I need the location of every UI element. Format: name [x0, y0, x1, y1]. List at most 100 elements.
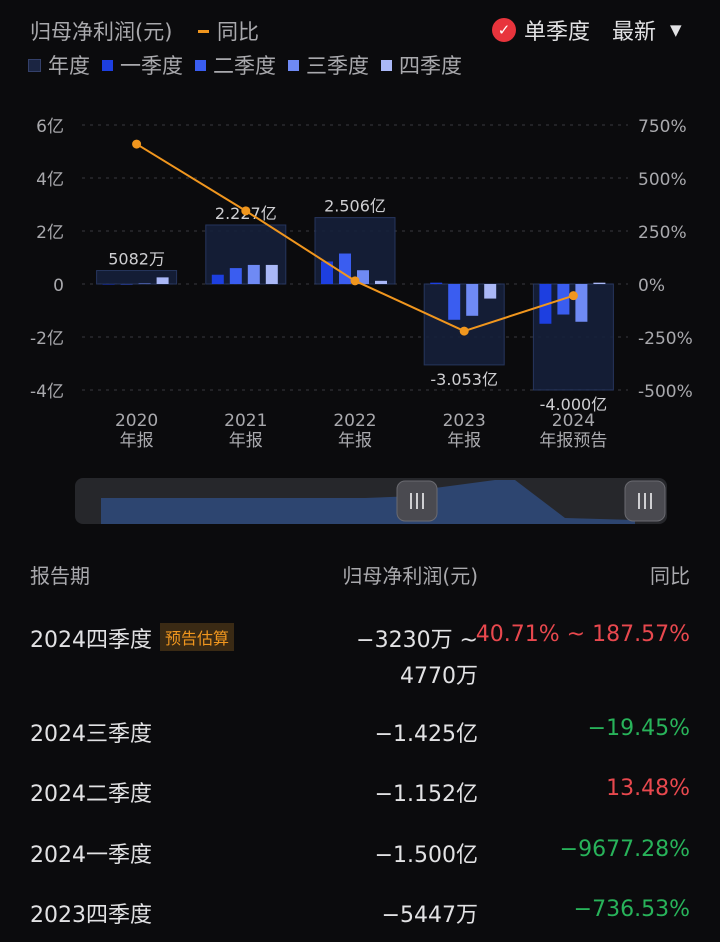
- quarter-bar: [229, 268, 242, 284]
- y-tick-label: -4亿: [30, 382, 64, 402]
- y-tick-label: 6亿: [36, 117, 64, 137]
- value-cell: −3230万 ~: [356, 628, 478, 653]
- latest-dropdown[interactable]: 最新 ▼: [612, 14, 682, 46]
- caret-down-icon: ▼: [670, 21, 682, 39]
- yoy-legend: 同比: [198, 16, 259, 46]
- y2-tick-label: -250%: [638, 329, 693, 349]
- legend-label: 二季度: [213, 54, 276, 78]
- x-tick-label: 2022: [333, 411, 376, 431]
- yoy-point: [241, 206, 251, 216]
- table-row[interactable]: 2024二季度 −1.152亿 13.48%: [0, 776, 720, 807]
- y2-tick-label: 0%: [638, 276, 665, 296]
- quarter-bar: [138, 283, 151, 284]
- single-quarter-label: 单季度: [524, 20, 591, 45]
- y2-tick-label: 750%: [638, 117, 687, 137]
- legend-item-q4[interactable]: 四季度: [381, 50, 462, 80]
- period-label: 2024四季度: [30, 628, 152, 653]
- quarter-bar: [357, 270, 369, 284]
- x-tick-label: 2021: [224, 411, 267, 431]
- chart-title: 归母净利润(元): [30, 20, 173, 44]
- range-slider[interactable]: [75, 478, 667, 524]
- quarter-bar: [575, 284, 588, 322]
- table-row[interactable]: 2023四季度 −5447万 −736.53%: [0, 897, 720, 928]
- period-cell: 2024四季度 预告估算: [30, 622, 235, 654]
- single-quarter-toggle[interactable]: ✓ 单季度: [492, 14, 590, 46]
- quarter-bar: [247, 264, 260, 284]
- quarter-bar: [466, 284, 479, 316]
- yoy-cell: −736.53%: [573, 897, 690, 922]
- yoy-line-swatch: [198, 29, 209, 33]
- latest-label: 最新: [612, 20, 657, 45]
- x-tick-label: 年报: [338, 431, 372, 451]
- yoy-legend-label: 同比: [217, 20, 259, 44]
- x-tick-label: 年报: [447, 431, 481, 451]
- value-cell: −1.152亿: [374, 782, 478, 807]
- x-tick-label: 年报: [229, 431, 263, 451]
- yoy-point: [350, 276, 360, 286]
- period-label: 2024二季度: [30, 782, 152, 807]
- slider-left-handle[interactable]: [396, 480, 438, 522]
- y-tick-label: 0: [53, 276, 64, 296]
- legend-label: 四季度: [399, 54, 462, 78]
- legend-swatch: [288, 59, 299, 71]
- annual-value-label: 5082万: [108, 250, 165, 269]
- legend-item-q3[interactable]: 三季度: [288, 50, 369, 80]
- y2-tick-label: 500%: [638, 170, 687, 190]
- table-row[interactable]: 2024一季度 −1.500亿 −9677.28%: [0, 837, 720, 868]
- legend-item-q1[interactable]: 一季度: [102, 50, 183, 80]
- value-cell: −1.500亿: [374, 843, 478, 868]
- table-row[interactable]: 2024三季度 −1.425亿 −19.45%: [0, 716, 720, 747]
- legend-swatch: [102, 59, 113, 71]
- slider-preview-area: [101, 480, 635, 524]
- check-icon: ✓: [492, 18, 516, 42]
- value-cell: −1.425亿: [374, 722, 478, 747]
- quarter-bar: [593, 282, 606, 284]
- column-header-value: 归母净利润(元): [342, 564, 478, 588]
- y-tick-label: -2亿: [30, 329, 64, 349]
- legend-swatch: [195, 59, 206, 71]
- yoy-cell: 40.71% ~ 187.57%: [475, 622, 690, 647]
- quarter-bar: [120, 284, 133, 285]
- y-tick-label: 2亿: [36, 223, 64, 243]
- slider-right-handle[interactable]: [624, 480, 666, 522]
- quarter-bar: [156, 277, 169, 284]
- quarter-bar: [448, 284, 461, 320]
- legend-item-q2[interactable]: 二季度: [195, 50, 276, 80]
- quarter-bar: [265, 264, 278, 284]
- chart-header: 归母净利润(元) 同比 ✓ 单季度 最新 ▼ 年度 一季度 二季度 三季度 四季…: [0, 0, 720, 90]
- yoy-point: [568, 291, 578, 301]
- column-header-period: 报告期: [30, 564, 90, 588]
- period-label: 2023四季度: [30, 903, 152, 928]
- period-label: 2024一季度: [30, 843, 152, 868]
- yoy-cell: −19.45%: [587, 716, 690, 741]
- legend-label: 年度: [48, 54, 90, 78]
- value-cell: −5447万: [381, 903, 478, 928]
- legend: 年度 一季度 二季度 三季度 四季度: [28, 50, 474, 80]
- yoy-point: [132, 139, 142, 149]
- quarter-bar: [339, 253, 351, 284]
- profit-chart[interactable]: 6亿 750% 4亿 500% 2亿 250% 0 0% -2亿 -250% -4亿 -500% 508…: [0, 100, 720, 460]
- yoy-cell: −9677.28%: [559, 837, 690, 862]
- quarter-bar: [484, 284, 497, 299]
- x-tick-label: 2024: [552, 411, 595, 431]
- x-tick-label: 2020: [115, 411, 158, 431]
- legend-label: 三季度: [306, 54, 369, 78]
- legend-item-annual[interactable]: 年度: [28, 50, 90, 80]
- y2-tick-label: 250%: [638, 223, 687, 243]
- table-row[interactable]: 2024四季度 预告估算 −3230万 ~ 4770万 40.71% ~ 187.…: [0, 620, 720, 690]
- quarter-bar: [375, 280, 387, 284]
- y-tick-label: 4亿: [36, 170, 64, 190]
- annual-value-label: -4.000亿: [540, 395, 608, 414]
- x-tick-label: 2023: [443, 411, 486, 431]
- quarter-bar: [211, 274, 224, 284]
- quarter-bar: [430, 282, 443, 284]
- value-cell-line2: 4770万: [400, 664, 478, 689]
- x-tick-label: 年报预告: [539, 431, 607, 451]
- y2-tick-label: -500%: [638, 382, 693, 402]
- quarter-bar: [102, 284, 115, 285]
- annual-value-label: -3.053亿: [430, 370, 498, 389]
- legend-swatch: [381, 59, 392, 71]
- period-label: 2024三季度: [30, 722, 152, 747]
- legend-swatch: [28, 58, 41, 72]
- legend-label: 一季度: [120, 54, 183, 78]
